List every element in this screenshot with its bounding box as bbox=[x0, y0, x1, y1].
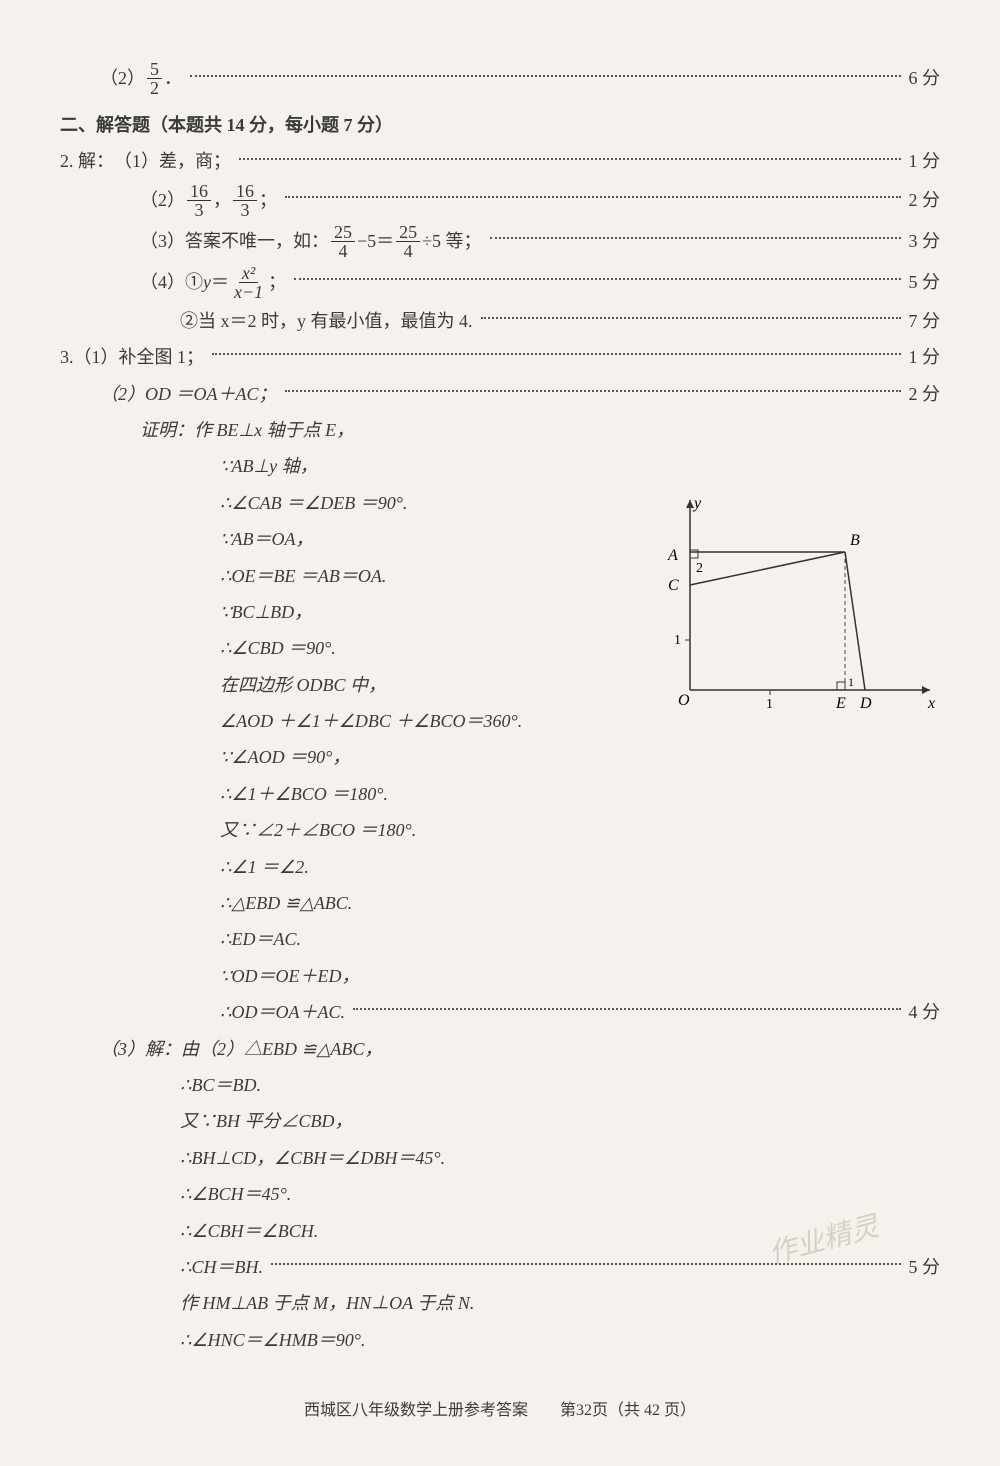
q2-4-eq: ＝ bbox=[211, 266, 229, 298]
label-A: A bbox=[667, 547, 678, 564]
points-value: 5 分 bbox=[909, 1251, 941, 1283]
dotted-leader bbox=[285, 196, 901, 198]
label-1-x: 1 bbox=[766, 697, 773, 712]
q3-line-2: （2）OD ＝OA＋AC； 2 分 bbox=[60, 378, 940, 410]
item-2-prefix: （2） bbox=[100, 62, 145, 94]
q2-3-suffix: ÷5 等； bbox=[422, 225, 481, 257]
q3-3-line: ∴BH⊥CD，∠CBH＝∠DBH＝45°. bbox=[60, 1142, 940, 1174]
dotted-leader bbox=[353, 1008, 901, 1010]
q3-2-text: （2）OD ＝OA＋AC； bbox=[100, 378, 277, 410]
label-x: x bbox=[927, 695, 935, 712]
label-C: C bbox=[668, 577, 679, 594]
item-2-suffix: ． bbox=[164, 62, 182, 94]
q2-line-1: 2. 解： （1）差，商； 1 分 bbox=[60, 145, 940, 177]
label-2: 2 bbox=[696, 561, 703, 576]
label-y: y bbox=[692, 495, 702, 512]
q3-line-1: 3.（1）补全图 1； 1 分 bbox=[60, 341, 940, 373]
q2-4-y: y bbox=[203, 266, 211, 298]
points-value: 4 分 bbox=[909, 996, 941, 1028]
dotted-leader bbox=[294, 278, 900, 280]
points-value: 3 分 bbox=[909, 225, 941, 257]
fraction-5-2: 5 2 bbox=[147, 60, 162, 97]
q3-3-line: ∴BC＝BD. bbox=[60, 1069, 940, 1101]
points-value: 2 分 bbox=[909, 378, 941, 410]
q2-3-prefix: （3）答案不唯一，如： bbox=[140, 225, 329, 257]
points-value: 2 分 bbox=[909, 184, 941, 216]
dotted-leader bbox=[285, 390, 901, 392]
proof-line: ∴∠1＋∠BCO ＝180°. bbox=[60, 778, 940, 810]
label-O: O bbox=[678, 692, 690, 709]
proof-title: 证明：作 BE⊥x 轴于点 E， bbox=[60, 414, 940, 446]
q2-2-mid: ， bbox=[213, 184, 231, 216]
points-value: 6 分 bbox=[909, 62, 941, 94]
proof-line: 又∵∠2＋∠BCO ＝180°. bbox=[60, 814, 940, 846]
proof-line: ∵∠AOD ＝90°， bbox=[60, 741, 940, 773]
q2-prefix: 2. 解： bbox=[60, 145, 114, 177]
fraction-25-4: 25 4 bbox=[331, 223, 355, 260]
q2-line-3: （3）答案不唯一，如： 25 4 −5＝ 25 4 ÷5 等； 3 分 bbox=[60, 223, 940, 260]
dotted-leader bbox=[190, 75, 901, 77]
proof-line-16: ∴OD＝OA＋AC. 4 分 bbox=[60, 996, 940, 1028]
dotted-leader bbox=[490, 237, 901, 239]
proof-line: ∴ED＝AC. bbox=[60, 923, 940, 955]
label-D: D bbox=[859, 695, 872, 712]
q2-1-text: （1）差，商； bbox=[114, 145, 231, 177]
q2-line-4b: ②当 x＝2 时，y 有最小值，最值为 4. 7 分 bbox=[60, 305, 940, 337]
q2-2-suffix: ； bbox=[259, 184, 277, 216]
dotted-leader bbox=[212, 353, 901, 355]
dotted-leader bbox=[239, 158, 901, 160]
page-footer: 西城区八年级数学上册参考答案 第32页（共 42 页） bbox=[0, 1397, 1000, 1426]
q3-3-line: 又∵BH 平分∠CBD， bbox=[60, 1105, 940, 1137]
proof-line: ∴∠1 ＝∠2. bbox=[60, 851, 940, 883]
proof-line: ∴△EBD ≌△ABC. bbox=[60, 887, 940, 919]
section-2-title: 二、解答题（本题共 14 分，每小题 7 分） bbox=[60, 109, 940, 141]
label-B: B bbox=[850, 532, 860, 549]
q2-2-prefix: （2） bbox=[140, 184, 185, 216]
fraction-25-4b: 25 4 bbox=[396, 223, 420, 260]
label-1-small: 1 bbox=[848, 675, 854, 689]
points-value: 5 分 bbox=[909, 266, 941, 298]
q2-line-4: （4）① y ＝ x² x−1 ； 5 分 bbox=[60, 264, 940, 301]
fraction-16-3b: 16 3 bbox=[233, 182, 257, 219]
q3-3-line: ∴∠HNC＝∠HMB＝90°. bbox=[60, 1324, 940, 1356]
q2-4b-text: ②当 x＝2 时，y 有最小值，最值为 4. bbox=[180, 305, 473, 337]
q2-line-2: （2） 16 3 ， 16 3 ； 2 分 bbox=[60, 182, 940, 219]
q3-3-line: ∴∠BCH＝45°. bbox=[60, 1178, 940, 1210]
fraction-16-3: 16 3 bbox=[187, 182, 211, 219]
proof-line: ∵AB⊥y 轴， bbox=[60, 450, 940, 482]
q3-3-prefix: （3）解：由（2）△EBD ≌△ABC， bbox=[60, 1033, 940, 1065]
label-E: E bbox=[835, 695, 846, 712]
q2-3-mid1: −5＝ bbox=[357, 225, 394, 257]
dotted-leader bbox=[481, 317, 901, 319]
proof-line: ∵OD＝OE＋ED， bbox=[60, 960, 940, 992]
label-1-y: 1 bbox=[674, 633, 681, 648]
q2-4-suffix: ； bbox=[268, 266, 286, 298]
q3-prefix: 3.（1）补全图 1； bbox=[60, 341, 204, 373]
points-value: 1 分 bbox=[909, 341, 941, 373]
q2-4-prefix: （4）① bbox=[140, 266, 203, 298]
points-value: 7 分 bbox=[909, 305, 941, 337]
geometry-diagram: A 2 C B 1 O 1 1 E D y x bbox=[650, 490, 940, 720]
points-value: 1 分 bbox=[909, 145, 941, 177]
fraction-xsq: x² x−1 bbox=[231, 264, 266, 301]
item-2-line: （2） 5 2 ． 6 分 bbox=[60, 60, 940, 97]
q3-3-line: 作 HM⊥AB 于点 M，HN⊥OA 于点 N. bbox=[60, 1287, 940, 1319]
